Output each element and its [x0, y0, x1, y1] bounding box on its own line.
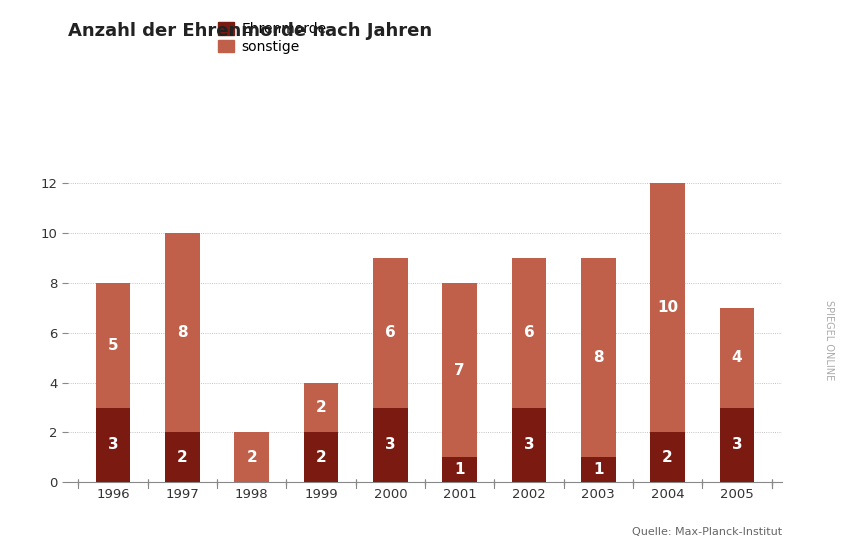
Bar [165, 233, 200, 432]
Text: 4: 4 [732, 350, 742, 365]
Text: 3: 3 [385, 437, 395, 453]
Text: 2: 2 [177, 450, 188, 465]
Bar [235, 432, 269, 482]
Text: 2: 2 [315, 400, 326, 415]
Text: 2: 2 [246, 450, 257, 465]
Bar [303, 383, 338, 432]
Bar [165, 432, 200, 482]
Text: 1: 1 [593, 463, 604, 477]
Bar [581, 258, 615, 458]
Text: 3: 3 [732, 437, 742, 453]
Bar [512, 408, 547, 482]
Text: 10: 10 [657, 300, 678, 316]
Text: 2: 2 [662, 450, 673, 465]
Text: 7: 7 [455, 363, 465, 378]
Text: Anzahl der Ehrenmorde nach Jahren: Anzahl der Ehrenmorde nach Jahren [68, 22, 432, 40]
Bar [720, 408, 754, 482]
Bar [720, 308, 754, 408]
Text: 8: 8 [593, 350, 604, 365]
Bar [650, 432, 685, 482]
Bar [303, 432, 338, 482]
Text: 6: 6 [385, 326, 396, 340]
Bar [581, 458, 615, 482]
Bar [512, 258, 547, 408]
Bar [373, 258, 408, 408]
Text: 2: 2 [315, 450, 326, 465]
Bar [96, 408, 130, 482]
Text: 8: 8 [177, 326, 188, 340]
Bar [373, 408, 408, 482]
Bar [650, 184, 685, 432]
Text: 3: 3 [524, 437, 535, 453]
Text: 5: 5 [108, 338, 118, 353]
Bar [442, 458, 477, 482]
Bar [96, 283, 130, 408]
Text: 6: 6 [524, 326, 535, 340]
Text: Quelle: Max-Planck-Institut: Quelle: Max-Planck-Institut [632, 527, 782, 537]
Text: SPIEGEL ONLINE: SPIEGEL ONLINE [824, 300, 834, 380]
Text: 1: 1 [455, 463, 465, 477]
Legend: Ehrenmorde, sonstige: Ehrenmorde, sonstige [218, 22, 326, 54]
Bar [442, 283, 477, 458]
Text: 3: 3 [108, 437, 118, 453]
